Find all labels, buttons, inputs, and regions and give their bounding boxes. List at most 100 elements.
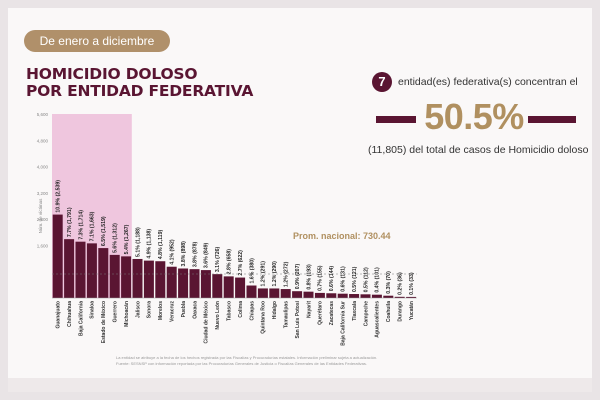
period-badge: De enero a diciembre: [24, 30, 170, 52]
value-label: 1.6% (380): [249, 258, 255, 284]
y-axis-label: Núm. de víctimas: [38, 198, 43, 234]
bar-24: [326, 293, 337, 298]
state-count-badge: 7: [372, 72, 392, 92]
category-label: Aguascalientes: [375, 301, 381, 338]
category-label: Nayarit: [306, 301, 312, 318]
bar-7: [132, 258, 143, 298]
concentration-percent: 50.5%: [424, 96, 524, 137]
y-tick-label: 4,800: [37, 138, 49, 143]
value-label: 5.4% (1,267): [124, 224, 130, 254]
value-label: 1.2% (290): [272, 261, 278, 287]
value-label: 2.8% (658): [227, 249, 233, 275]
value-label: 4.9% (1,138): [147, 229, 153, 259]
bar-23: [314, 292, 325, 298]
bar-3: [86, 243, 97, 298]
percent-rule-right: [528, 116, 576, 123]
category-label: Estado de México: [101, 301, 107, 343]
category-label: Chiapas: [249, 301, 255, 321]
value-label: 10.9% (2,539): [56, 180, 62, 213]
value-label: 3.6% (849): [204, 242, 210, 268]
value-label: 0.7% (155): [318, 265, 324, 291]
value-label: 3.1% (726): [215, 246, 221, 272]
category-label: Yucatán: [409, 301, 415, 320]
value-label: 1.2% (272): [284, 261, 290, 287]
bar-1: [64, 239, 75, 298]
value-label: 0.4% (101): [375, 267, 381, 293]
bar-6: [121, 256, 132, 298]
bar-29: [383, 295, 394, 298]
bar-28: [371, 294, 382, 298]
bar-11: [178, 268, 189, 298]
y-tick-label: 2,400: [37, 217, 49, 222]
value-label: 5.1% (1,188): [135, 227, 141, 257]
value-label: 0.5% (121): [352, 266, 358, 292]
bar-20: [280, 289, 291, 298]
category-label: Veracruz: [170, 301, 176, 322]
category-label: San Luis Potosí: [295, 300, 301, 338]
value-label: 3.8% (878): [192, 242, 198, 268]
infographic-card: De enero a diciembre HOMICIDIO DOLOSO PO…: [8, 8, 592, 392]
bar-21: [292, 291, 303, 298]
bar-16: [235, 277, 246, 298]
category-label: Coahuila: [386, 301, 392, 322]
category-label: Sonora: [147, 301, 153, 318]
bar-19: [269, 288, 280, 298]
value-label: 1.2% (291): [261, 261, 267, 287]
category-label: Jalisco: [135, 301, 141, 318]
bar-22: [303, 291, 314, 298]
concentration-text: entidad(es) federativa(s) concentran el: [398, 76, 578, 88]
bar-8: [143, 260, 154, 298]
category-label: Hidalgo: [272, 301, 278, 319]
category-label: Morelos: [158, 301, 164, 320]
category-label: Durango: [398, 301, 404, 322]
bar-12: [189, 269, 200, 298]
bar-25: [337, 293, 348, 298]
category-label: Michoacán: [124, 301, 130, 327]
y-tick-label: 3,200: [37, 191, 49, 196]
y-tick-label: 5,600: [37, 112, 49, 117]
bar-2: [75, 241, 86, 298]
value-label: 7.7% (1,791): [67, 207, 73, 237]
bar-18: [257, 288, 268, 298]
category-label: Guerrero: [113, 301, 119, 322]
title-line-2: POR ENTIDAD FEDERATIVA: [26, 82, 254, 100]
y-tick-label: 4,000: [37, 165, 49, 170]
category-label: Baja California Sur: [341, 301, 347, 346]
value-label: 0.2% (36): [398, 272, 404, 295]
category-label: Oaxaca: [192, 301, 198, 319]
value-label: 7.3% (1,714): [78, 210, 84, 240]
title-line-1: HOMICIDIO DOLOSO: [26, 65, 198, 83]
homicide-bar-chart: 1,600 2,400 3,200 4,000 4,800 5,600 Núm. de ví…: [37, 112, 417, 346]
value-label: 0.1% (33): [409, 272, 415, 295]
value-label: 7.1% (1,663): [90, 211, 96, 241]
bar-9: [155, 261, 166, 298]
category-label: Nuevo León: [215, 301, 221, 330]
category-label: Quintana Roo: [261, 301, 267, 334]
value-label: 0.3% (70): [386, 271, 392, 294]
bar-10: [166, 266, 177, 298]
page-title: HOMICIDIO DOLOSO POR ENTIDAD FEDERATIVA: [26, 66, 296, 100]
footnote-line-2: Fuente: SESNSP con información reportada…: [116, 361, 367, 366]
category-label: Sinaloa: [90, 301, 96, 319]
category-label: Guanajuato: [56, 301, 62, 329]
concentration-detail: (11,805) del total de casos de Homicidio…: [368, 144, 589, 156]
value-label: 6.5% (1,519): [101, 216, 107, 246]
category-label: Puebla: [181, 301, 187, 318]
bar-5: [109, 254, 120, 298]
category-label: Zacatecas: [329, 301, 335, 325]
value-label: 0.9% (207): [295, 264, 301, 290]
category-label: Colima: [238, 301, 244, 318]
footnote-line-1: La entidad se atribuye a la fecha de los…: [116, 355, 378, 360]
bottom-band: [8, 378, 592, 392]
bar-17: [246, 285, 257, 298]
category-label: Querétaro: [318, 301, 324, 325]
value-label: 0.6% (144): [329, 266, 335, 292]
category-label: Chihuahua: [67, 301, 73, 327]
category-label: Tlaxcala: [352, 301, 358, 321]
bar-13: [200, 270, 211, 298]
value-label: 0.5% (112): [363, 267, 369, 292]
y-tick-label: 1,600: [37, 243, 49, 248]
bar-0: [52, 214, 63, 298]
bar-26: [349, 294, 360, 298]
bar-30: [394, 296, 405, 298]
